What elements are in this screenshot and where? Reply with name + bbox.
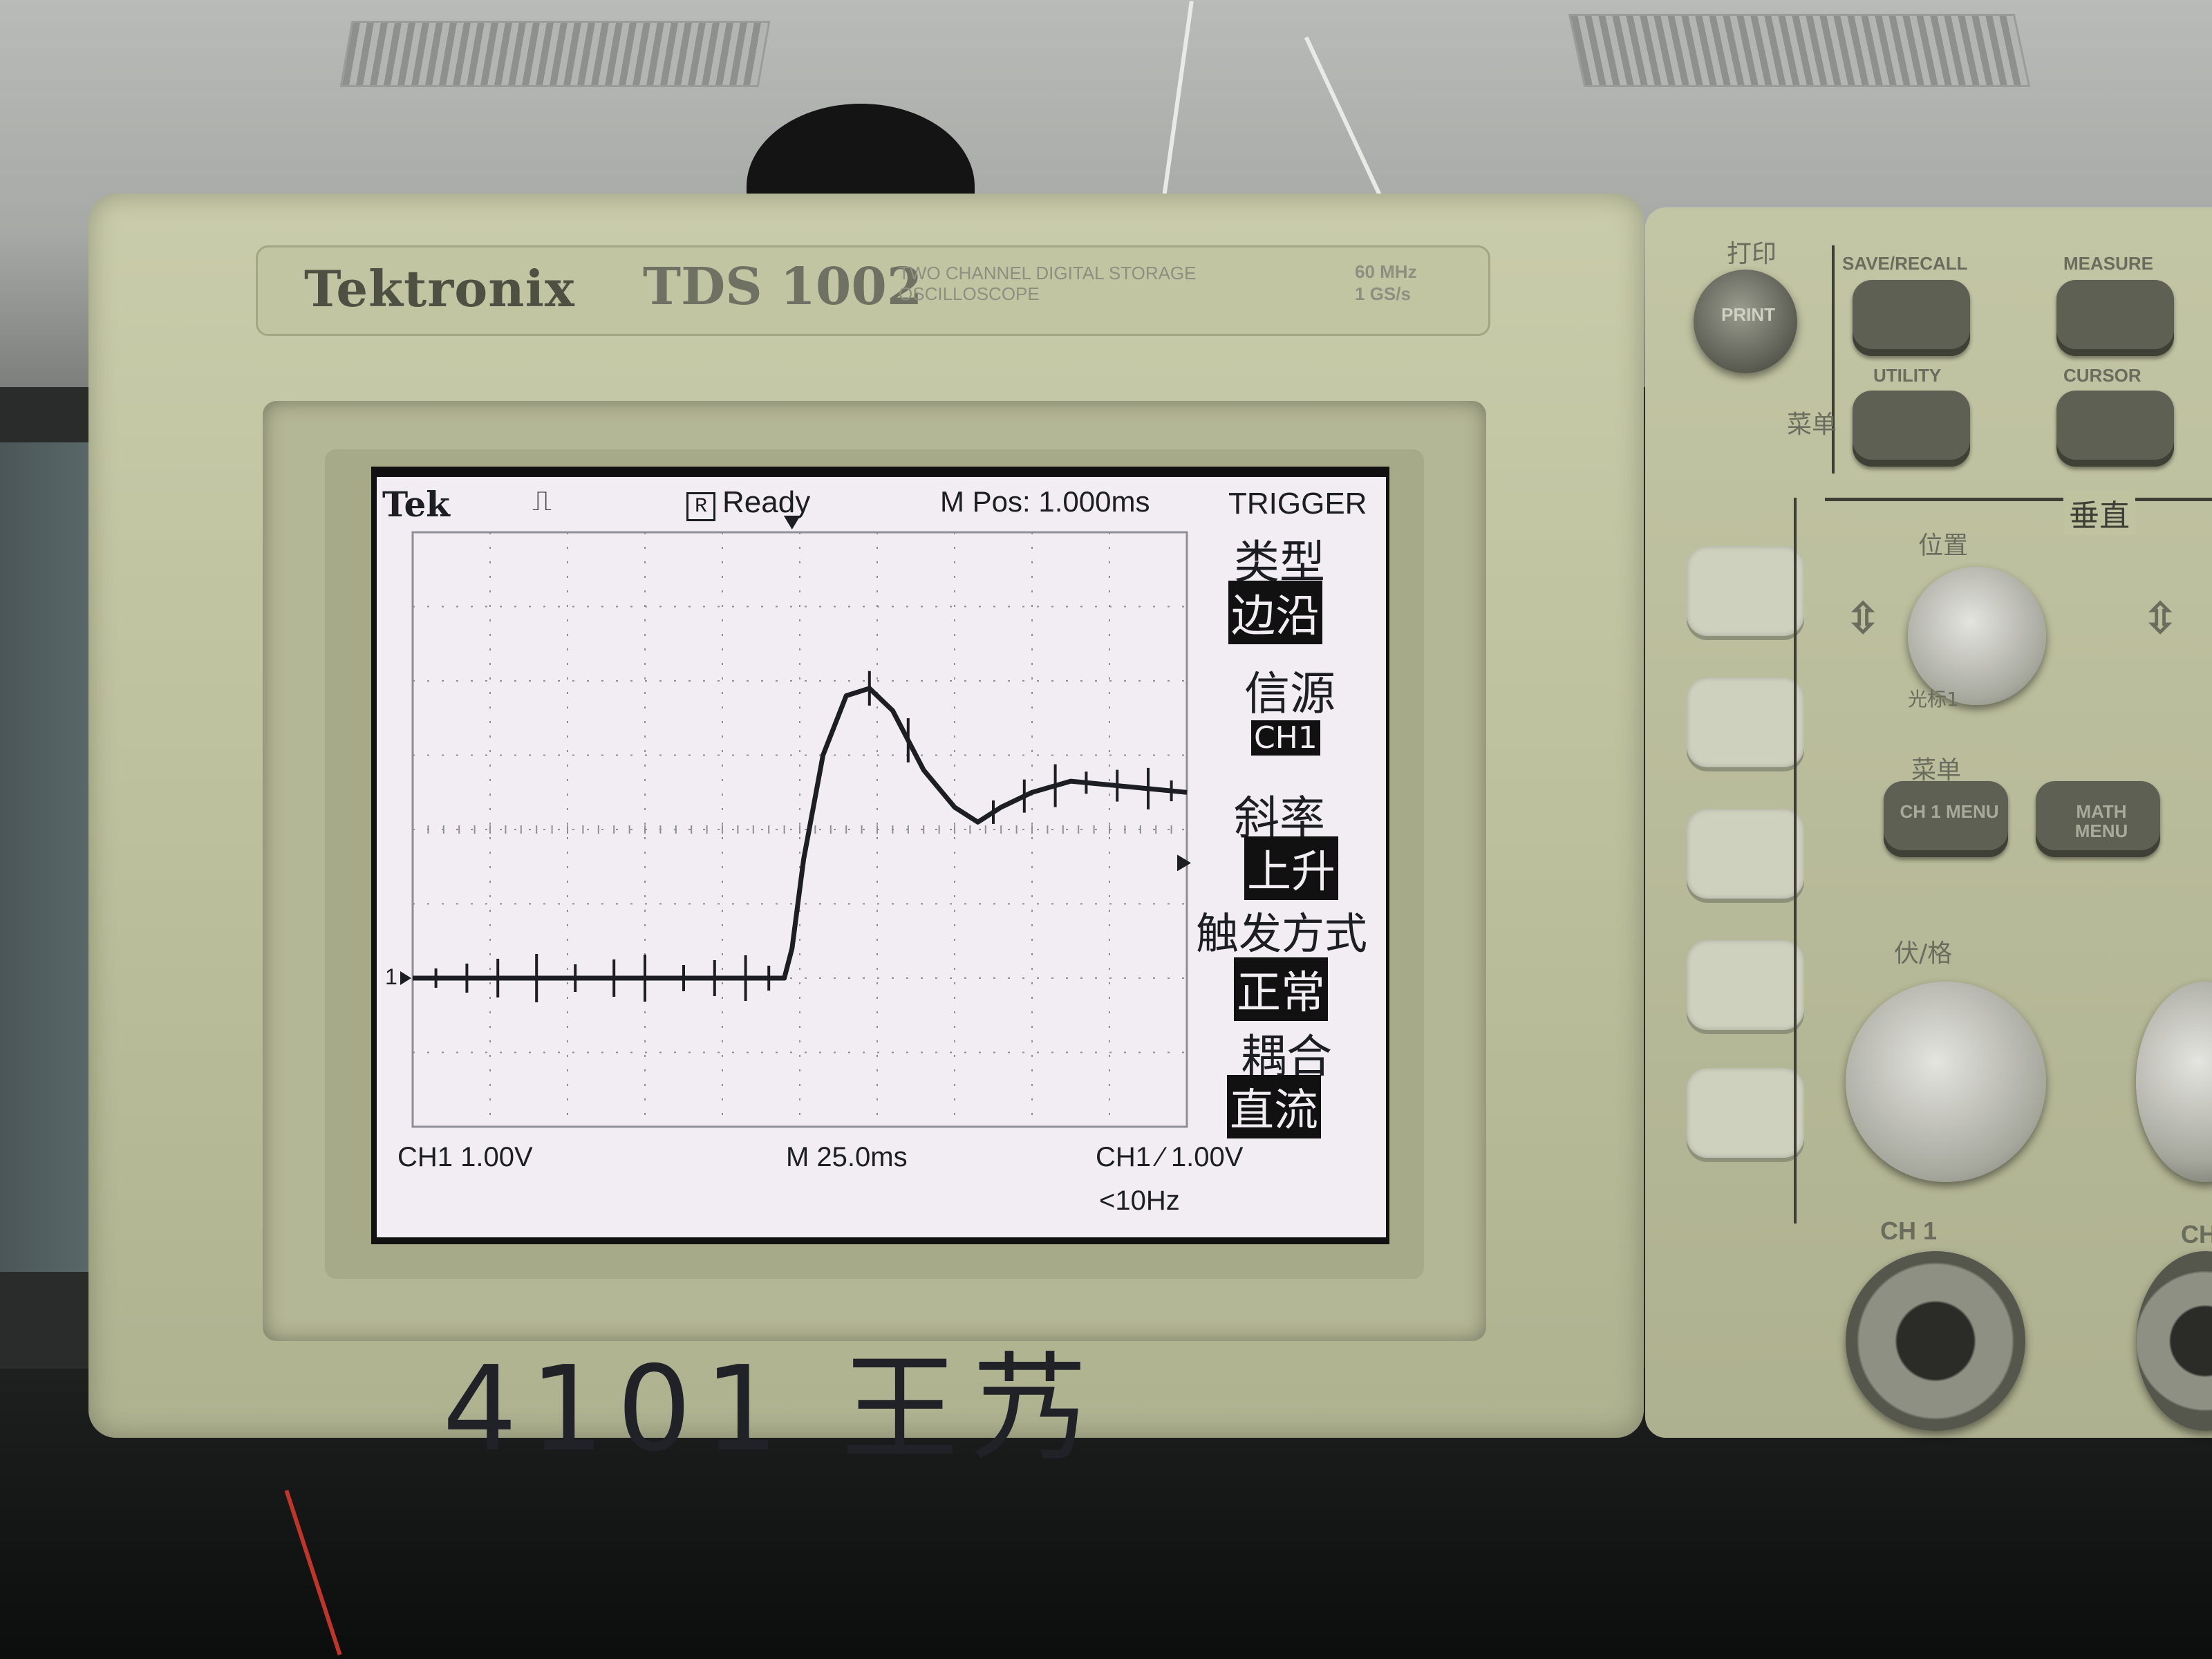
cursor-label: CURSOR bbox=[2063, 365, 2141, 386]
menu-value-type[interactable]: 边沿 bbox=[1228, 581, 1322, 644]
print-button-label: PRINT bbox=[1721, 304, 1775, 325]
trigger-position-marker bbox=[783, 516, 800, 529]
save-recall-button[interactable] bbox=[1853, 280, 1970, 356]
spec-sample-rate: 1 GS/s bbox=[1355, 283, 1411, 304]
vertical-section-line bbox=[1825, 498, 2212, 501]
tek-logo: Tek bbox=[382, 484, 450, 525]
ground-level-marker bbox=[400, 971, 411, 985]
status-text: Ready bbox=[722, 485, 811, 519]
ch1-menu-button[interactable] bbox=[1884, 781, 2008, 857]
utility-button[interactable] bbox=[1853, 391, 1970, 467]
menu-label-coupling: 耦合 bbox=[1241, 1030, 1332, 1083]
option-button-5[interactable] bbox=[1687, 1068, 1804, 1158]
timebase: M 25.0ms bbox=[786, 1142, 908, 1172]
menu-value-slope[interactable]: 上升 bbox=[1244, 836, 1338, 900]
cursor-button[interactable] bbox=[2056, 391, 2174, 467]
volts-div-label: 伏/格 bbox=[1894, 939, 1953, 968]
menu-value-mode[interactable]: 正常 bbox=[1234, 957, 1328, 1021]
ceiling-vent-left bbox=[339, 21, 771, 87]
ch1-position-knob[interactable] bbox=[1908, 567, 2046, 705]
menu-value-coupling[interactable]: 直流 bbox=[1227, 1075, 1321, 1138]
ch1-scale: CH1 1.00V bbox=[397, 1142, 533, 1172]
ch2-input-label: CH bbox=[2181, 1220, 2212, 1248]
handwritten-note: 4101 王艿 bbox=[442, 1341, 1101, 1478]
brand-logo: Tektronix bbox=[304, 259, 575, 318]
cursor1-label: 光标1 bbox=[1908, 688, 1959, 711]
model-description: TWO CHANNEL DIGITAL STORAGE OSCILLOSCOPE bbox=[899, 263, 1197, 304]
utility-label: UTILITY bbox=[1873, 365, 1942, 386]
waveform-trace bbox=[413, 671, 1188, 1002]
acquisition-icon: ⎍ bbox=[532, 488, 552, 519]
vertical-section-left-line bbox=[1794, 498, 1797, 1224]
print-button[interactable] bbox=[1694, 270, 1797, 373]
ch1-volts-div-knob[interactable] bbox=[1846, 982, 2046, 1182]
ground-marker: 1 bbox=[385, 964, 397, 989]
menu-label: 菜单 bbox=[1787, 411, 1837, 439]
ch1-bnc-connector[interactable] bbox=[1846, 1251, 2025, 1431]
print-label: 打印 bbox=[1727, 240, 1777, 268]
lcd-display: Tek ⎍ R Ready M Pos: 1.000ms CH1 1.00V M… bbox=[377, 477, 1386, 1237]
menu-label-type: 类型 bbox=[1234, 536, 1325, 589]
menu-label-slope: 斜率 bbox=[1234, 791, 1325, 845]
panel-divider bbox=[1832, 245, 1835, 474]
markers bbox=[400, 516, 1191, 985]
time-position: M Pos: 1.000ms bbox=[940, 485, 1150, 518]
position-arrows-icon: ⇳ bbox=[1846, 595, 1881, 641]
waveform-plot bbox=[400, 516, 1191, 1128]
ch1-menu-button-label: CH 1 MENU bbox=[1900, 801, 1999, 822]
frequency-readout: <10Hz bbox=[1099, 1185, 1180, 1216]
ceiling-vent-right bbox=[1568, 14, 2031, 87]
model-name: TDS 1002 bbox=[643, 257, 923, 317]
background-equipment bbox=[0, 442, 104, 1272]
menu-value-source[interactable]: CH1 bbox=[1251, 720, 1320, 756]
position-arrows-icon-ch2: ⇳ bbox=[2143, 595, 2178, 641]
trigger-level-marker bbox=[1177, 854, 1191, 872]
measure-label: MEASURE bbox=[2063, 253, 2154, 274]
trigger-menu-title: TRIGGER bbox=[1228, 487, 1367, 521]
math-menu-button-label: MATH MENU bbox=[2074, 801, 2128, 841]
spec-bandwidth: 60 MHz bbox=[1355, 261, 1417, 282]
option-button-4[interactable] bbox=[1687, 940, 1804, 1030]
brand-bar bbox=[256, 245, 1490, 336]
option-button-3[interactable] bbox=[1687, 809, 1804, 899]
save-recall-label: SAVE/RECALL bbox=[1842, 253, 1968, 274]
position-label: 位置 bbox=[1918, 532, 1969, 560]
ch1-input-label: CH 1 bbox=[1880, 1217, 1938, 1245]
ch1-menu-label: 菜单 bbox=[1911, 756, 1962, 785]
trigger-readout: CH1 ⁄ 1.00V bbox=[1096, 1142, 1244, 1172]
run-state-badge: R bbox=[686, 492, 715, 521]
menu-label-mode: 触发方式 bbox=[1196, 908, 1368, 959]
measure-button[interactable] bbox=[2056, 280, 2174, 356]
option-button-1[interactable] bbox=[1687, 546, 1804, 636]
graticule bbox=[411, 531, 1188, 1128]
option-button-2[interactable] bbox=[1687, 677, 1804, 767]
vertical-section-label: 垂直 bbox=[2063, 491, 2135, 535]
menu-label-source: 信源 bbox=[1244, 667, 1335, 720]
math-menu-button[interactable] bbox=[2036, 781, 2160, 857]
